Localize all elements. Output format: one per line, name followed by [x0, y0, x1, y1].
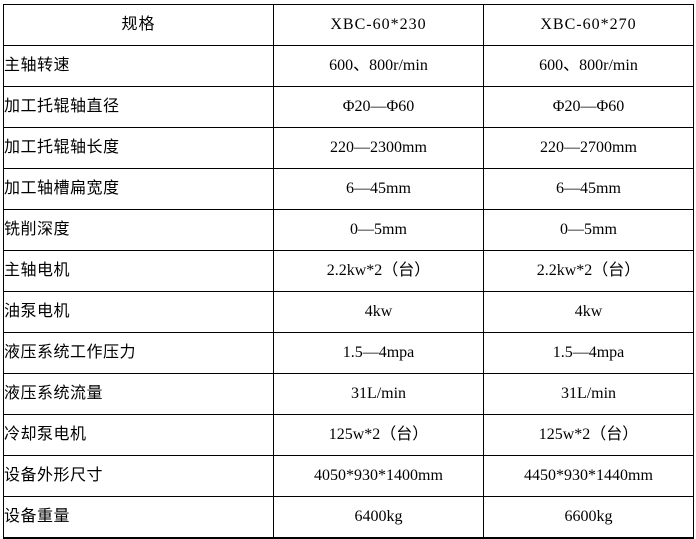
table-row: 加工轴槽扁宽度 6—45mm 6—45mm	[3, 168, 694, 210]
table-row: 油泵电机 4kw 4kw	[3, 291, 694, 333]
row-label: 铣削深度	[3, 209, 274, 251]
table-row: 加工托辊轴直径 Φ20—Φ60 Φ20—Φ60	[3, 86, 694, 128]
row-value-model-1: 6400kg	[273, 496, 484, 539]
row-value-model-1: 4kw	[273, 291, 484, 333]
table-row: 设备外形尺寸 4050*930*1400mm 4450*930*1440mm	[3, 455, 694, 497]
row-value-model-1: 2.2kw*2（台）	[273, 250, 484, 292]
header-model-2: XBC-60*270	[483, 4, 694, 46]
row-value-model-2: 4450*930*1440mm	[483, 455, 694, 497]
table-row: 设备重量 6400kg 6600kg	[3, 496, 694, 539]
row-value-model-1: 600、800r/min	[273, 45, 484, 87]
header-model-1: XBC-60*230	[273, 4, 484, 46]
row-value-model-2: 220—2700mm	[483, 127, 694, 169]
table-row: 液压系统工作压力 1.5—4mpa 1.5—4mpa	[3, 332, 694, 374]
row-value-model-2: 600、800r/min	[483, 45, 694, 87]
spec-table: 规格 XBC-60*230 XBC-60*270 主轴转速 600、800r/m…	[3, 4, 694, 539]
table-row: 冷却泵电机 125w*2（台） 125w*2（台）	[3, 414, 694, 456]
row-label: 加工轴槽扁宽度	[3, 168, 274, 210]
table-row: 铣削深度 0—5mm 0—5mm	[3, 209, 694, 251]
row-value-model-2: 6—45mm	[483, 168, 694, 210]
header-spec: 规格	[3, 4, 274, 46]
row-label: 设备重量	[3, 496, 274, 539]
row-value-model-1: 4050*930*1400mm	[273, 455, 484, 497]
row-value-model-2: 0—5mm	[483, 209, 694, 251]
row-value-model-1: 31L/min	[273, 373, 484, 415]
row-label: 主轴转速	[3, 45, 274, 87]
row-label: 主轴电机	[3, 250, 274, 292]
row-value-model-2: 2.2kw*2（台）	[483, 250, 694, 292]
row-label: 液压系统工作压力	[3, 332, 274, 374]
row-value-model-1: 125w*2（台）	[273, 414, 484, 456]
row-value-model-2: 6600kg	[483, 496, 694, 539]
table-header-row: 规格 XBC-60*230 XBC-60*270	[3, 4, 694, 46]
row-label: 加工托辊轴长度	[3, 127, 274, 169]
row-value-model-1: 0—5mm	[273, 209, 484, 251]
table-row: 主轴电机 2.2kw*2（台） 2.2kw*2（台）	[3, 250, 694, 292]
row-value-model-1: 220—2300mm	[273, 127, 484, 169]
row-label: 设备外形尺寸	[3, 455, 274, 497]
row-value-model-2: 31L/min	[483, 373, 694, 415]
row-value-model-1: 6—45mm	[273, 168, 484, 210]
row-label: 液压系统流量	[3, 373, 274, 415]
table-row: 主轴转速 600、800r/min 600、800r/min	[3, 45, 694, 87]
row-label: 冷却泵电机	[3, 414, 274, 456]
table-row: 加工托辊轴长度 220—2300mm 220—2700mm	[3, 127, 694, 169]
row-value-model-2: 4kw	[483, 291, 694, 333]
row-value-model-2: 125w*2（台）	[483, 414, 694, 456]
row-label: 油泵电机	[3, 291, 274, 333]
table-row: 液压系统流量 31L/min 31L/min	[3, 373, 694, 415]
row-value-model-2: 1.5—4mpa	[483, 332, 694, 374]
row-label: 加工托辊轴直径	[3, 86, 274, 128]
row-value-model-1: 1.5—4mpa	[273, 332, 484, 374]
row-value-model-1: Φ20—Φ60	[273, 86, 484, 128]
row-value-model-2: Φ20—Φ60	[483, 86, 694, 128]
